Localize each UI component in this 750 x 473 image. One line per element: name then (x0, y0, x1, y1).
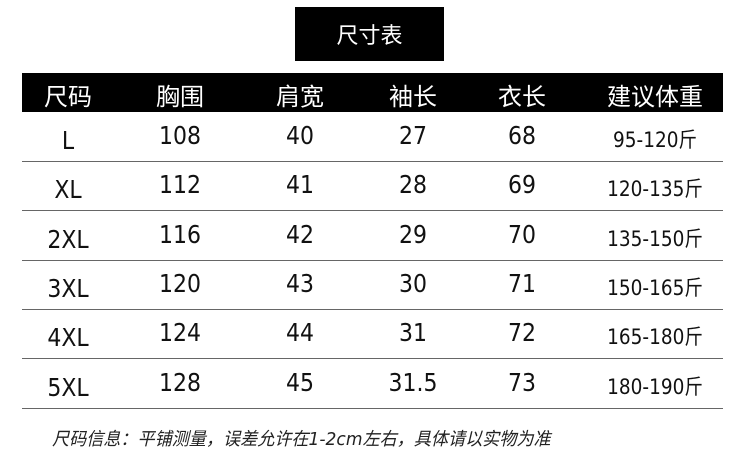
cell-weight: 150-165斤 (607, 275, 703, 300)
cell-shoulder: 44 (286, 318, 314, 348)
table-row: 4XL 124 44 31 72 165-180斤 (22, 309, 723, 360)
cell-weight: 165-180斤 (607, 325, 703, 350)
cell-chest: 120 (159, 268, 201, 298)
cell-shoulder: 41 (286, 170, 314, 200)
cell-weight: 135-150斤 (607, 226, 703, 251)
cell-length: 68 (508, 121, 536, 150)
cell-chest: 124 (159, 318, 201, 348)
cell-sleeve: 28 (399, 170, 427, 200)
cell-chest: 116 (159, 219, 201, 249)
cell-length: 71 (508, 268, 536, 298)
table-row: 2XL 116 42 29 70 135-150斤 (22, 211, 723, 261)
cell-length: 72 (508, 318, 536, 348)
cell-size: XL (54, 175, 82, 205)
cell-chest: 108 (159, 121, 201, 150)
cell-shoulder: 43 (286, 268, 314, 298)
cell-sleeve: 27 (399, 121, 427, 150)
table-row: 5XL 128 45 31.5 73 180-190斤 (22, 359, 723, 409)
cell-shoulder: 40 (286, 121, 314, 150)
cell-chest: 128 (159, 367, 201, 397)
cell-size: L (61, 126, 75, 155)
cell-sleeve: 31.5 (388, 367, 438, 397)
cell-weight: 180-190斤 (607, 374, 703, 399)
header-sleeve: 袖长 (389, 83, 437, 111)
cell-length: 69 (508, 170, 536, 200)
table-row: 3XL 120 43 30 71 150-165斤 (22, 260, 723, 310)
cell-chest: 112 (159, 170, 201, 200)
cell-weight: 120-135斤 (607, 177, 703, 202)
header-size: 尺码 (44, 83, 92, 111)
cell-size: 2XL (47, 224, 89, 254)
cell-length: 70 (508, 219, 536, 249)
size-note: 尺码信息：平铺测量，误差允许在1-2cm左右，具体请以实物为准 (52, 429, 551, 450)
table-row: L 108 40 27 68 95-120斤 (22, 112, 723, 162)
header-weight: 建议体重 (607, 83, 703, 111)
cell-weight: 95-120斤 (613, 128, 697, 152)
cell-sleeve: 29 (399, 219, 427, 249)
cell-size: 3XL (47, 273, 89, 303)
cell-size: 5XL (47, 372, 89, 402)
size-chart-title: 尺寸表 (295, 7, 444, 61)
header-shoulder: 肩宽 (276, 83, 324, 111)
header-length: 衣长 (498, 83, 546, 111)
cell-shoulder: 45 (286, 367, 314, 397)
table-header: 尺码 胸围 肩宽 袖长 衣长 建议体重 (22, 73, 723, 112)
cell-sleeve: 30 (399, 268, 427, 298)
cell-size: 4XL (47, 323, 89, 353)
header-chest: 胸围 (156, 83, 204, 111)
cell-length: 73 (508, 367, 536, 397)
cell-sleeve: 31 (399, 318, 427, 348)
cell-shoulder: 42 (286, 219, 314, 249)
table-row: XL 112 41 28 69 120-135斤 (22, 161, 723, 212)
